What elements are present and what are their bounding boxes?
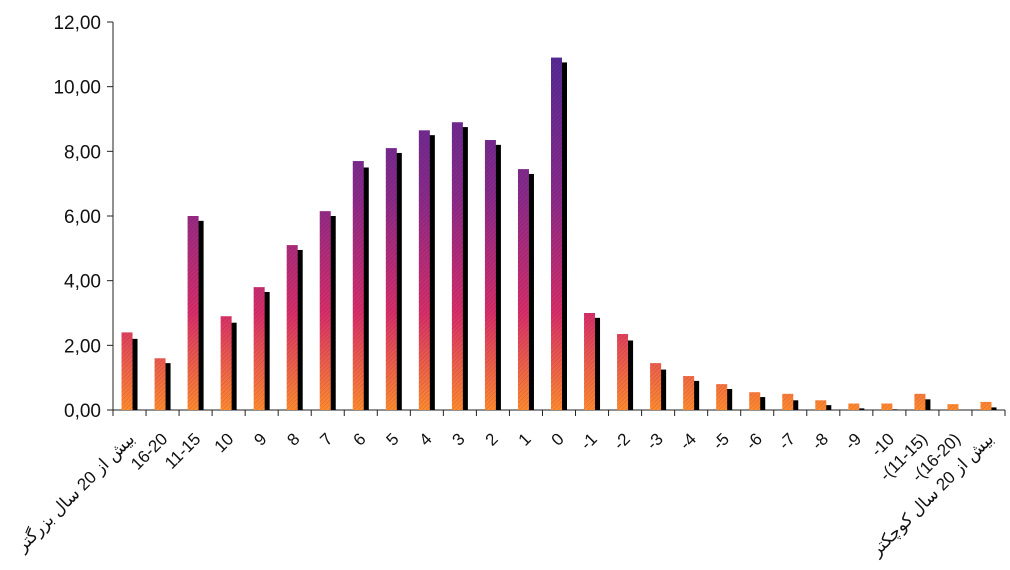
bar-front-hatch [749, 392, 761, 410]
bar-front-hatch [848, 403, 860, 410]
x-tick-label: 16-20 [127, 429, 171, 473]
x-tick-label: -4 [676, 429, 700, 453]
bar-front-hatch [418, 130, 430, 411]
x-tick-label: 2 [482, 429, 502, 449]
bar-front-hatch [253, 287, 265, 410]
x-tick-label: 11-15 [161, 429, 204, 472]
bar-front-hatch [782, 393, 794, 410]
bar-front-hatch [187, 216, 199, 410]
bar-front-hatch [121, 332, 133, 410]
x-tick-label: -1 [577, 429, 601, 453]
y-tick-label: 0,00 [64, 401, 101, 422]
bar-front-hatch [815, 400, 827, 410]
bar-front-hatch [154, 358, 166, 410]
bar-front-hatch [881, 403, 893, 410]
x-tick-label: 4 [416, 429, 436, 449]
bar-front-hatch [352, 161, 364, 410]
x-tick-label: 5 [383, 429, 403, 449]
y-tick-label: 10,00 [53, 78, 101, 99]
bar-front-hatch [716, 384, 728, 410]
y-tick-label: 6,00 [64, 207, 101, 228]
bar-front-hatch [650, 363, 662, 410]
bar-front-hatch [286, 245, 298, 410]
bar-front-hatch [517, 169, 529, 410]
x-tick-label: 8 [283, 429, 303, 449]
y-tick-label: 8,00 [64, 142, 101, 163]
bar-front-hatch [683, 376, 695, 410]
y-tick-label: 4,00 [64, 272, 101, 293]
bar-front-hatch [484, 140, 496, 410]
y-tick-label: 12,00 [53, 13, 101, 34]
bar-front-hatch [584, 313, 596, 410]
x-tick-label: بیش از 20 سال بزرگتر [11, 429, 139, 557]
bar-front-hatch [319, 211, 331, 410]
x-axis [112, 409, 1006, 416]
bars [121, 57, 997, 411]
x-tick-label: -2 [610, 429, 634, 453]
bar-front-hatch [385, 148, 397, 410]
x-tick-label: 6 [349, 429, 369, 449]
x-tick-label: 9 [250, 429, 270, 449]
x-tick-label: -7 [775, 429, 799, 453]
x-tick-label: -5 [709, 429, 733, 453]
bar-front-hatch [551, 57, 562, 411]
y-axis: 0,00 2,00 4,00 6,00 8,00 10,00 12,00 [53, 13, 114, 422]
bar-front-hatch [980, 401, 992, 410]
x-tick-label: 10 [211, 429, 238, 456]
bar-front-hatch [947, 404, 959, 410]
bar-front-hatch [914, 393, 926, 410]
bar-front-hatch [617, 334, 629, 410]
x-tick-label: -9 [841, 429, 865, 453]
x-tick-label: 7 [316, 429, 336, 449]
y-tick-label: 2,00 [64, 336, 101, 357]
x-tick-label: -6 [742, 429, 766, 453]
x-tick-label: 3 [449, 429, 469, 449]
x-tick-label: -8 [808, 429, 832, 453]
bar-front-hatch [451, 122, 463, 410]
x-tick-label: 0 [548, 429, 568, 449]
x-tick-label: -3 [643, 429, 667, 453]
bar-front-hatch [220, 316, 232, 410]
x-tick-label: 1 [515, 429, 535, 449]
